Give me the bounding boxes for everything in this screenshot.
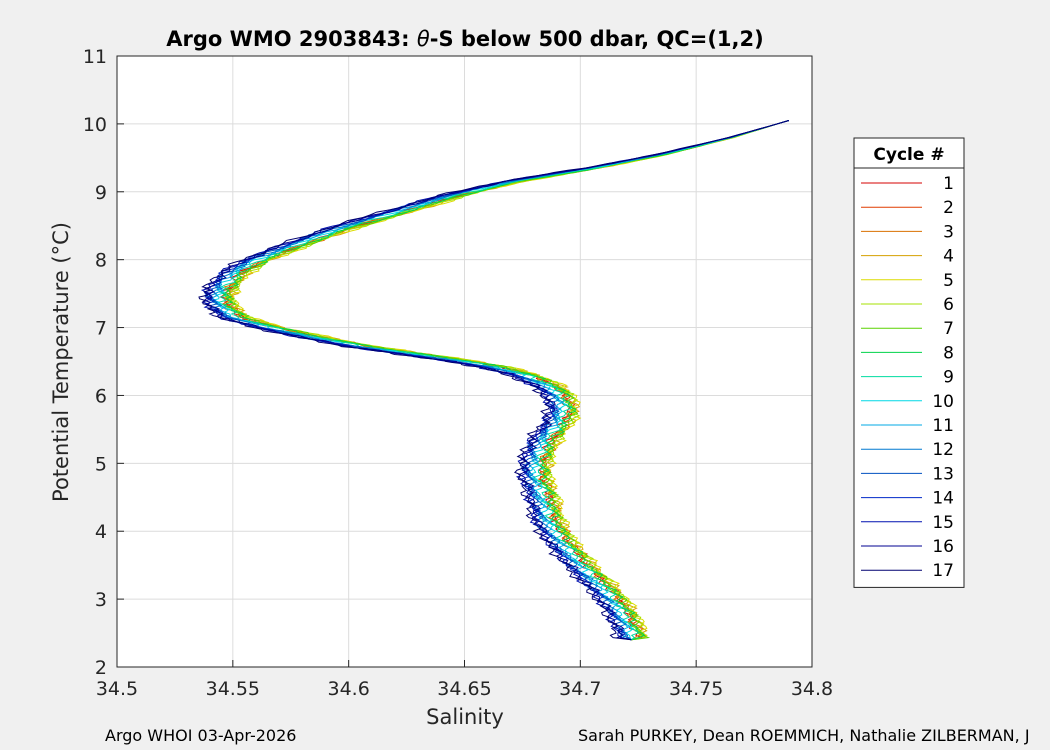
x-tick-label: 34.55: [206, 678, 260, 700]
x-tick-label: 34.75: [669, 678, 723, 700]
legend-box: [853, 137, 965, 588]
x-tick-label: 34.8: [791, 678, 833, 700]
legend-label-cycle-7: 7: [943, 319, 954, 339]
y-tick-label: 5: [95, 453, 107, 475]
y-tick-label: 11: [83, 46, 107, 68]
legend-label-cycle-4: 4: [943, 247, 954, 267]
y-axis-label: Potential Temperature (°C): [49, 222, 73, 502]
legend-label-cycle-17: 17: [932, 561, 954, 581]
legend-label-cycle-8: 8: [943, 343, 954, 363]
y-tick-label: 7: [95, 318, 107, 340]
title-theta: θ: [417, 27, 430, 51]
y-tick-label: 3: [95, 589, 107, 611]
y-tick-label: 2: [95, 657, 107, 679]
legend-label-cycle-3: 3: [943, 222, 954, 242]
x-tick-label: 34.7: [559, 678, 601, 700]
series-line-cycle-6: [224, 120, 789, 641]
legend-label-cycle-6: 6: [943, 295, 954, 315]
chart-title: Argo WMO 2903843: θ-S below 500 dbar, QC…: [166, 27, 763, 51]
series-line-cycle-7: [222, 120, 789, 641]
legend-label-cycle-2: 2: [943, 198, 954, 218]
y-tick-label: 6: [95, 385, 107, 407]
legend-label-cycle-5: 5: [943, 271, 954, 291]
title-prefix: Argo WMO 2903843:: [166, 27, 417, 51]
legend-label-cycle-13: 13: [932, 464, 954, 484]
y-tick-label: 8: [95, 250, 107, 272]
ticks: 34.5 34.55 34.6 34.65 34.7 34.75 34.8 2 3 4 5 6 7 8 9 1…: [83, 46, 833, 700]
footer-right: Sarah PURKEY, Dean ROEMMICH, Nathalie ZI…: [578, 726, 1030, 745]
legend-label-cycle-15: 15: [932, 513, 954, 533]
legend-label-cycle-16: 16: [932, 537, 954, 557]
x-tick-label: 34.5: [96, 678, 138, 700]
series-line-cycle-17: [198, 120, 789, 641]
legend-label-cycle-12: 12: [932, 440, 954, 460]
legend-title: Cycle #: [873, 145, 944, 165]
y-tick-label: 4: [95, 521, 107, 543]
x-axis-label: Salinity: [426, 705, 504, 729]
legend-label-cycle-10: 10: [932, 392, 954, 412]
title-suffix: -S below 500 dbar, QC=(1,2): [430, 27, 764, 51]
legend-label-cycle-1: 1: [943, 174, 954, 194]
x-tick-label: 34.65: [437, 678, 491, 700]
series-line-cycle-4: [225, 120, 789, 641]
y-tick-label: 10: [83, 114, 107, 136]
x-tick-label: 34.6: [328, 678, 370, 700]
footer-left: Argo WHOI 03-Apr-2026: [105, 726, 297, 745]
series-group: [198, 120, 789, 641]
legend-label-cycle-14: 14: [932, 489, 954, 509]
y-tick-label: 9: [95, 182, 107, 204]
legend-label-cycle-11: 11: [932, 416, 954, 436]
legend-label-cycle-9: 9: [943, 368, 954, 388]
